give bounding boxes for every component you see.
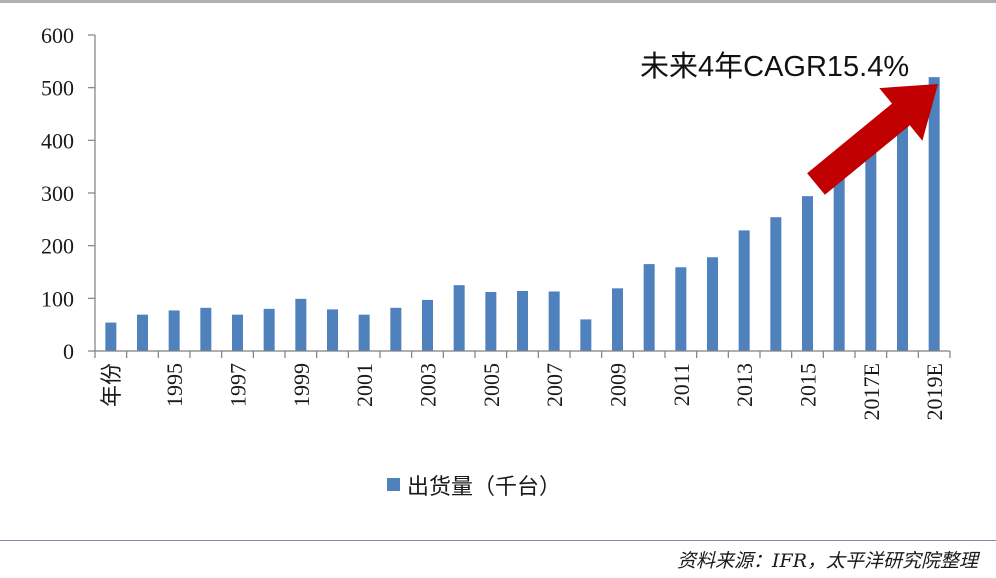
bar [105, 322, 117, 351]
bar [643, 264, 655, 351]
footer-divider [0, 540, 996, 541]
x-tick-label: 2005 [479, 363, 504, 407]
bar [517, 290, 528, 351]
cagr-annotation: 未来4年CAGR15.4% [640, 50, 909, 83]
y-tick-label: 400 [41, 128, 74, 153]
bar [390, 307, 402, 351]
y-axis: 0 100 200 300 400 500 600 [41, 23, 96, 364]
bar [548, 291, 560, 351]
bar [802, 196, 813, 351]
x-tick-label: 1999 [289, 363, 314, 407]
bar [770, 217, 782, 351]
y-tick-label: 500 [41, 76, 74, 101]
legend-label: 出货量（千台） [407, 475, 561, 500]
x-tick-label: 1997 [226, 363, 251, 407]
bar [168, 310, 180, 351]
legend: 出货量（千台） [387, 475, 561, 500]
y-tick-label: 100 [41, 286, 74, 311]
trend-arrow-shape [807, 84, 938, 195]
bar [137, 314, 148, 351]
top-border [0, 0, 996, 3]
x-axis: 年份 1995 1997 1999 2001 2003 2005 2007 2009 2011 20… [94, 350, 951, 420]
bar [580, 319, 592, 351]
y-tick-label: 300 [41, 181, 74, 206]
x-tick-label: 2015 [796, 363, 821, 407]
bar [453, 285, 465, 351]
bar [675, 267, 687, 351]
x-tick-label: 2013 [732, 363, 757, 407]
x-tick-label: 1995 [162, 363, 187, 407]
bar [200, 307, 212, 351]
bar [897, 122, 908, 351]
y-tick-label: 200 [41, 234, 74, 259]
x-tick-label: 年份 [99, 363, 124, 407]
source-note: 资料来源：IFR，太平洋研究院整理 [677, 550, 978, 572]
y-tick-label: 0 [63, 339, 74, 364]
x-tick-label: 2003 [416, 363, 441, 407]
y-tick-label: 600 [41, 23, 74, 48]
bar [833, 169, 845, 351]
x-tick-label: 2011 [669, 363, 694, 406]
bar [327, 309, 338, 351]
x-tick-label: 2017E [859, 363, 884, 420]
bar [707, 257, 718, 351]
bar [928, 77, 940, 351]
bar [612, 288, 623, 351]
x-tick-label: 2019E [922, 363, 947, 420]
bar [485, 292, 497, 351]
x-tick-label: 2001 [352, 363, 377, 407]
bar [295, 298, 307, 351]
legend-swatch [387, 478, 400, 491]
bar [865, 150, 877, 351]
x-tick-label: 2009 [606, 363, 631, 407]
trend-arrow [807, 84, 938, 195]
bar [263, 308, 275, 351]
bar [738, 230, 750, 351]
bar [422, 299, 433, 351]
x-tick-label: 2007 [542, 363, 567, 407]
bar [358, 314, 370, 351]
bars [105, 77, 940, 351]
bar [232, 314, 243, 351]
